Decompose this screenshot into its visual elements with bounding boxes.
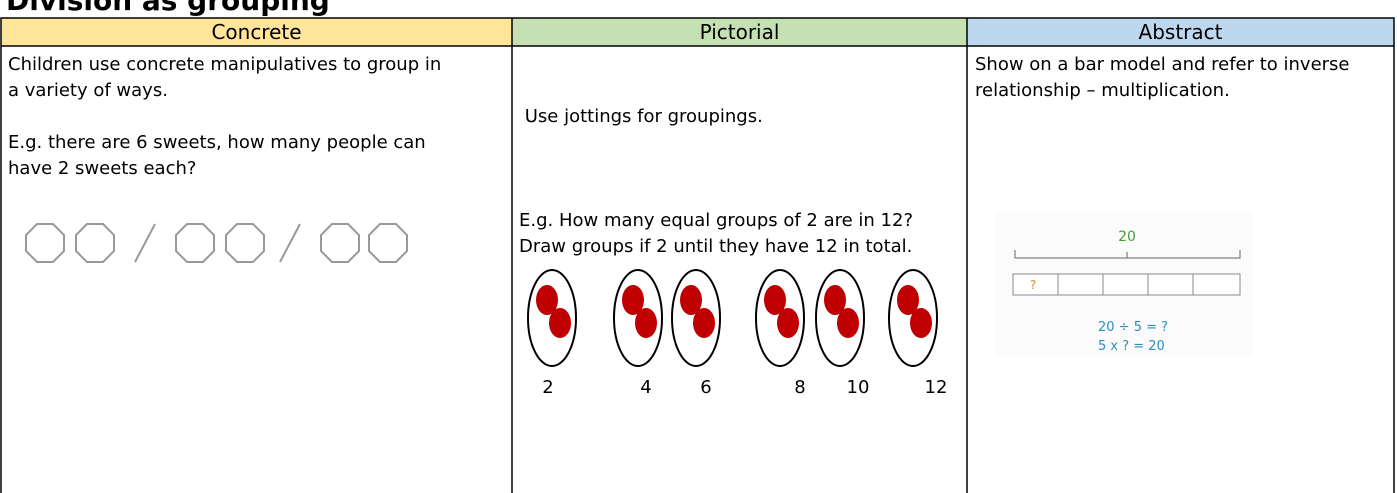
counter	[635, 308, 657, 338]
counter	[536, 285, 558, 315]
bar-total: 20	[1118, 229, 1136, 245]
group-oval	[613, 269, 663, 367]
equation: 5 x ? = 20	[1098, 339, 1165, 354]
counter	[910, 308, 932, 338]
counter	[777, 308, 799, 338]
group-oval	[815, 269, 865, 367]
group-label: 2	[542, 377, 553, 398]
counter	[622, 285, 644, 315]
table-borders	[0, 17, 1395, 493]
header: Concrete	[211, 20, 302, 44]
counter	[824, 285, 846, 315]
counter	[897, 285, 919, 315]
paragraph: Use jottings for groupings.	[519, 106, 763, 127]
paragraph: E.g. How many equal groups of 2 are in 1…	[519, 210, 919, 257]
paragraph: Show on a bar model and refer to inverse…	[975, 54, 1350, 101]
bracket	[1014, 250, 1241, 259]
cell: Children use concrete manipulatives to g…	[8, 52, 448, 208]
equation: 20 ÷ 5 = ?	[1098, 320, 1168, 335]
cell: Show on a bar model and refer to inverse…	[975, 52, 1360, 130]
group-label: 12	[925, 377, 948, 398]
counter	[680, 285, 702, 315]
header: Abstract	[1138, 20, 1223, 44]
group-label: 4	[640, 377, 651, 398]
cell: Use jottings for groupings. E.g. How man…	[519, 52, 924, 312]
paragraph: Children use concrete manipulatives to g…	[8, 54, 442, 101]
group-label: 8	[794, 377, 805, 398]
header-bg	[512, 18, 967, 46]
group-label: 6	[700, 377, 711, 398]
group-label: 10	[847, 377, 870, 398]
header: Pictorial	[699, 20, 780, 44]
counter	[764, 285, 786, 315]
title: Division as grouping	[6, 0, 330, 17]
counter	[549, 308, 571, 338]
octagons	[25, 223, 408, 263]
bar	[1012, 273, 1241, 296]
counter	[837, 308, 859, 338]
group-oval	[755, 269, 805, 367]
group-oval	[671, 269, 721, 367]
group-oval	[527, 269, 577, 367]
paragraph: E.g. there are 6 sweets, how many people…	[8, 132, 426, 179]
header-bg	[967, 18, 1394, 46]
bar-unknown: ?	[1030, 278, 1036, 292]
counter	[693, 308, 715, 338]
groups: 2 4 6 8 10 12	[527, 269, 948, 398]
group-oval	[888, 269, 938, 367]
header-bg	[1, 18, 512, 46]
